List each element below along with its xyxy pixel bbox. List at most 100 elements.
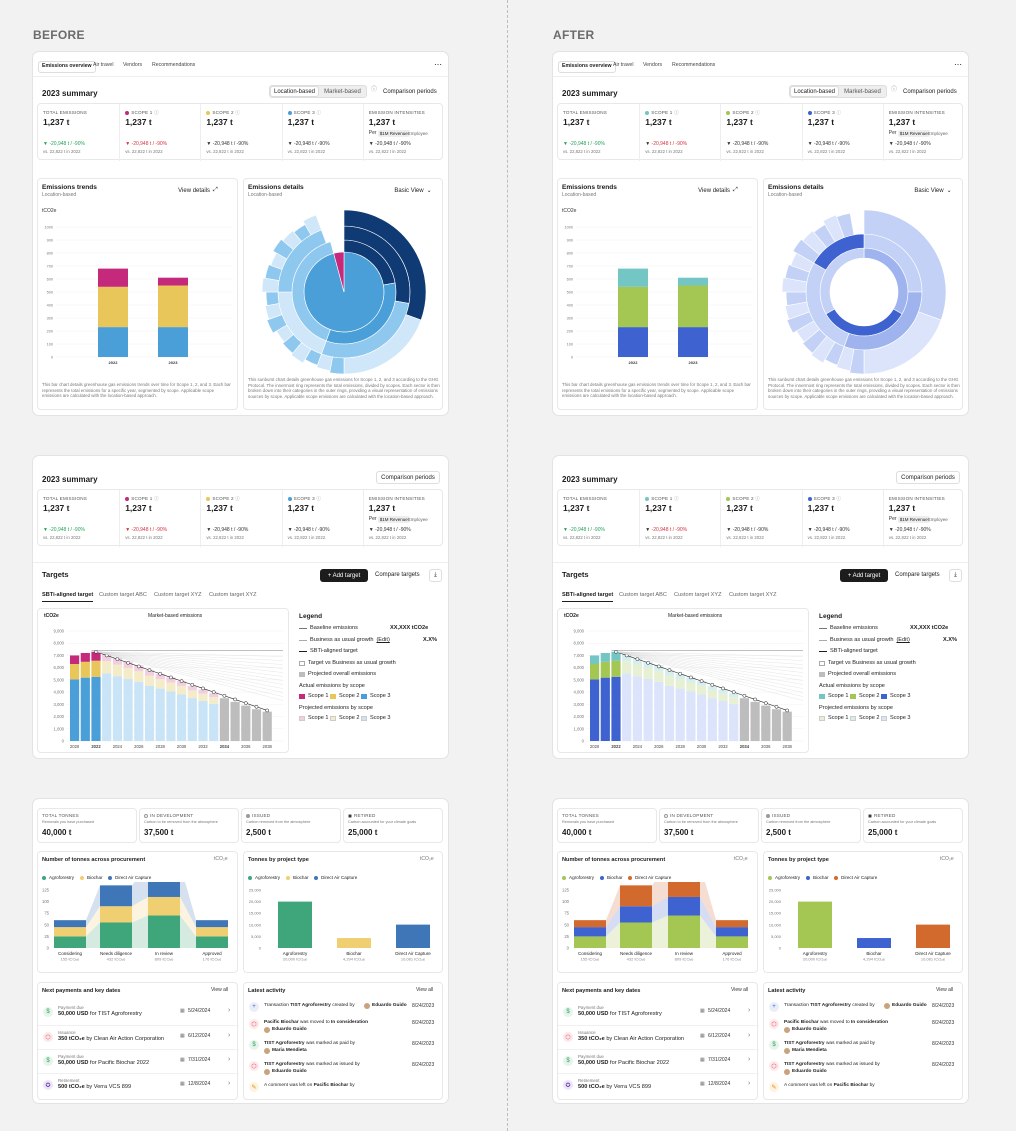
toggle-location[interactable]: Location-based [270, 86, 319, 97]
payment-rest: by Verra VCS 899 [86, 1084, 132, 1090]
more-icon[interactable]: ⋯ [434, 60, 442, 69]
target-tab-0[interactable]: SBTi-aligned target [562, 592, 614, 603]
delta-text: -20,948 t / -90% [732, 527, 769, 533]
metric-compare: vs. 22,822 t in 2022 [125, 535, 163, 540]
metric-delta: ▼ -20,948 t / -90% [645, 141, 687, 148]
metric-label-text: SCOPE 2 [212, 110, 234, 115]
y-tick-label: 9,000 [574, 629, 585, 634]
bar-projected-scope-3 [144, 685, 155, 741]
basic-view-select[interactable]: Basic View ⌄ [389, 184, 437, 197]
toggle-location[interactable]: Location-based [790, 86, 839, 97]
target-tab-1[interactable]: Custom target ABC [99, 592, 147, 598]
delta-text: -20,948 t / -90% [895, 527, 931, 533]
tab-1[interactable]: Air travel [613, 62, 634, 68]
activity-view-all[interactable]: View all [936, 987, 954, 993]
payment-row[interactable]: ⬡ Issuance 350 tCO₂e by Clean Air Action C… [38, 1025, 239, 1047]
activity-row[interactable]: ⬡ Pacific Biochar was moved to In conside… [244, 1017, 444, 1037]
toggle-market[interactable]: Market-based [324, 88, 361, 95]
metric-delta: ▼ -20,948 t / -90% [43, 527, 85, 534]
scope-label: Scope 1 [828, 693, 849, 699]
tab-3[interactable]: Recommendations [152, 62, 196, 68]
comparison-periods-button[interactable]: Comparison periods [383, 89, 437, 95]
target-tab-2[interactable]: Custom target XYZ [674, 592, 722, 598]
more-icon[interactable]: ⋯ [954, 60, 962, 69]
target-point [211, 690, 216, 694]
edit-link[interactable]: (Edit) [376, 637, 390, 643]
per-option-revenue[interactable]: $1M Revenue [897, 516, 930, 524]
basis-toggle[interactable]: Location-based Market-based [269, 85, 367, 98]
basic-view-select[interactable]: Basic View ⌄ [909, 184, 957, 197]
target-tab-3[interactable]: Custom target XYZ [209, 592, 257, 598]
view-details-button[interactable]: View details ⤢ [168, 184, 228, 197]
per-option-revenue[interactable]: $1M Revenue [377, 130, 410, 138]
activity-row[interactable]: $ TIST Agroforestry was marked as paid by… [244, 1038, 444, 1058]
per-option-employee[interactable]: Employee [407, 517, 428, 522]
activity-view-all[interactable]: View all [416, 987, 434, 993]
payments-view-all[interactable]: View all [731, 987, 749, 993]
toggle-market[interactable]: Market-based [844, 88, 881, 95]
activity-row[interactable]: ⬡ TIST Agroforestry was marked as issued … [244, 1059, 444, 1079]
metric-label: SCOPE 1 ⓘ [645, 496, 679, 501]
comparison-periods-button[interactable]: Comparison periods [896, 471, 960, 484]
payment-row[interactable]: ✪ Retirement 500 tCO₂e by Verra VCS 899 ▦ 12… [38, 1073, 239, 1095]
add-target-button[interactable]: + Add target [320, 569, 368, 582]
bar-projected-scope-1 [166, 677, 176, 683]
target-fan-line [95, 651, 284, 697]
x-tick-label: Direct Air Capture [915, 951, 951, 956]
activity-row[interactable]: ⬡ TIST Agroforestry was marked as issued … [764, 1059, 964, 1079]
tab-0[interactable]: Emissions overview [558, 61, 616, 73]
payment-row[interactable]: ✪ Retirement 500 tCO₂e by Verra VCS 899 ▦ 12… [558, 1073, 759, 1095]
per-option-revenue[interactable]: $1M Revenue [897, 130, 930, 138]
tab-2[interactable]: Vendors [643, 62, 663, 68]
tab-2[interactable]: Vendors [123, 62, 143, 68]
scope-label: Scope 3 [370, 693, 391, 699]
bar-projected-scope-1 [112, 657, 122, 665]
series-label: Direct Air Capture [841, 875, 878, 880]
activity-row[interactable]: + Transaction TIST Agroforestry created b… [764, 1000, 964, 1020]
activity-row[interactable]: $ TIST Agroforestry was marked as paid by… [764, 1038, 964, 1058]
activity-row[interactable]: ✎ A comment was left on Pacific Biochar b… [764, 1080, 964, 1100]
per-option-employee[interactable]: Employee [407, 131, 428, 136]
per-option-revenue[interactable]: $1M Revenue [377, 516, 410, 524]
per-option-employee[interactable]: Employee [927, 131, 948, 136]
comparison-periods-button[interactable]: Comparison periods [376, 471, 440, 484]
activity-icon: ⬡ [249, 1019, 259, 1029]
edit-link[interactable]: (Edit) [896, 637, 910, 643]
target-tab-3[interactable]: Custom target XYZ [729, 592, 777, 598]
download-icon[interactable]: ⤓ [429, 569, 442, 582]
y-tick-label: 50 [564, 922, 569, 927]
x-tick-label: Approved [722, 951, 742, 956]
per-option-employee[interactable]: Employee [927, 517, 948, 522]
scope-dot [287, 110, 292, 115]
bar-agroforestry [574, 936, 606, 948]
stat-label-text: ISSUED [252, 813, 271, 818]
payment-row[interactable]: $ Payment due 50,000 USD for TIST Agrofore… [38, 1001, 239, 1023]
target-tab-2[interactable]: Custom target XYZ [154, 592, 202, 598]
comparison-periods-button[interactable]: Comparison periods [903, 89, 957, 95]
compare-targets-button[interactable]: Compare targets [375, 572, 420, 578]
tab-0[interactable]: Emissions overview [38, 61, 96, 73]
tab-3[interactable]: Recommendations [672, 62, 716, 68]
bar-agroforestry [668, 915, 700, 948]
metric-label-text: SCOPE 3 [293, 496, 315, 501]
compare-targets-button[interactable]: Compare targets [895, 572, 940, 578]
activity-row[interactable]: ✎ A comment was left on Pacific Biochar b… [244, 1080, 444, 1100]
download-icon[interactable]: ⤓ [949, 569, 962, 582]
scope-label: Scope 1 [308, 715, 329, 721]
target-tab-0[interactable]: SBTi-aligned target [42, 592, 94, 603]
bar-biochar [620, 906, 652, 923]
payment-row[interactable]: ⬡ Issuance 350 tCO₂e by Clean Air Action C… [558, 1025, 759, 1047]
metric-value: 1,237 t [43, 503, 70, 513]
payments-view-all[interactable]: View all [211, 987, 229, 993]
tab-1[interactable]: Air travel [93, 62, 114, 68]
activity-row[interactable]: ⬡ Pacific Biochar was moved to In conside… [764, 1017, 964, 1037]
payment-row[interactable]: $ Payment due 50,000 USD for Pacific Bioch… [38, 1049, 239, 1071]
target-point [126, 660, 130, 665]
activity-row[interactable]: + Transaction TIST Agroforestry created b… [244, 1000, 444, 1020]
view-details-button[interactable]: View details ⤢ [688, 184, 748, 197]
target-tab-1[interactable]: Custom target ABC [619, 592, 667, 598]
add-target-button[interactable]: + Add target [840, 569, 888, 582]
payment-row[interactable]: $ Payment due 50,000 USD for Pacific Bioch… [558, 1049, 759, 1071]
payment-row[interactable]: $ Payment due 50,000 USD for TIST Agrofore… [558, 1001, 759, 1023]
basis-toggle[interactable]: Location-based Market-based [789, 85, 887, 98]
